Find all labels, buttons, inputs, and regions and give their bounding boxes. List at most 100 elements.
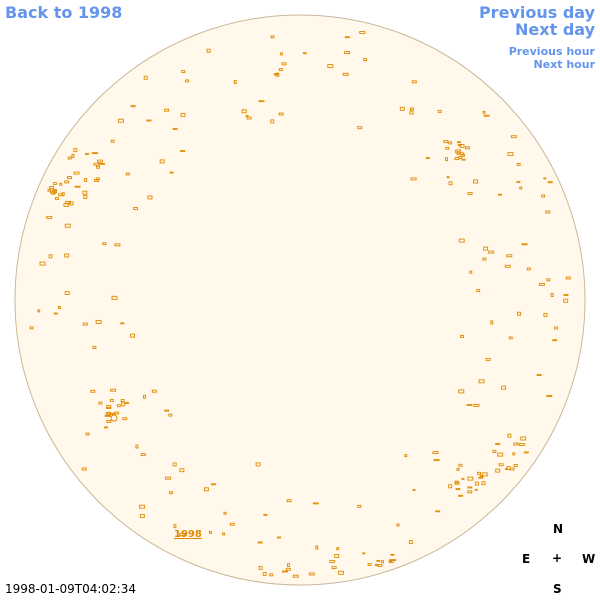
magnetic-feature-mark [104,426,108,429]
magnetic-feature-mark [168,413,173,417]
magnetic-feature-mark [357,504,362,508]
magnetic-feature-mark [270,35,275,39]
magnetic-feature-mark [173,524,177,529]
magnetic-feature-mark [516,180,521,183]
magnetic-feature-mark [443,140,449,144]
magnetic-feature-mark [490,320,494,325]
magnetic-feature-mark [97,159,103,163]
magnetic-feature-mark [208,530,212,534]
magnetic-feature-mark [474,481,479,486]
magnetic-feature-mark [140,453,146,457]
magnetic-feature-mark [110,139,115,143]
magnetic-feature-mark [483,114,490,117]
observation-timestamp: 1998-01-09T04:02:34 [5,582,136,596]
magnetic-feature-mark [179,532,186,536]
magnetic-feature-mark [410,177,417,181]
magnetic-feature-mark [545,210,551,214]
magnetic-feature-mark [410,107,414,111]
magnetic-feature-mark [269,573,274,577]
magnetic-feature-mark [357,126,363,130]
magnetic-feature-mark [520,436,527,441]
magnetic-feature-mark [277,536,281,539]
magnetic-feature-mark [263,513,268,516]
magnetic-feature-mark [359,31,366,34]
magnetic-feature-mark [408,540,413,545]
magnetic-feature-mark [458,463,463,467]
magnetic-feature-mark [46,215,53,219]
magnetic-feature-mark [121,402,126,407]
magnetic-feature-mark [457,141,461,144]
magnetic-feature-mark [106,420,112,423]
magnetic-feature-mark [257,541,263,544]
magnetic-feature-mark [467,476,474,481]
magnetic-feature-mark [278,112,284,116]
magnetic-feature-mark [336,547,340,551]
magnetic-feature-mark [459,152,464,156]
magnetic-feature-mark [477,471,481,475]
magnetic-feature-mark [327,64,334,68]
magnetic-feature-mark [106,404,112,409]
magnetic-feature-mark [146,119,152,122]
magnetic-feature-mark [481,472,488,477]
magnetic-features [29,31,571,578]
magnetic-feature-mark [98,401,103,405]
magnetic-feature-mark [553,326,558,330]
magnetic-feature-mark [164,108,170,112]
magnetic-feature-mark [210,483,216,486]
magnetic-feature-mark [381,560,385,564]
magnetic-feature-mark [185,79,190,83]
magnetic-feature-mark [82,322,88,326]
magnetic-feature-mark [255,462,261,467]
magnetic-feature-mark [74,185,81,188]
next-day-link[interactable]: Next day [515,20,595,39]
magnetic-feature-mark [478,379,485,384]
magnetic-feature-mark [446,176,450,179]
magnetic-feature-mark [476,289,481,293]
magnetic-feature-mark [547,181,553,184]
previous-day-link[interactable]: Previous day [478,3,595,22]
magnetic-feature-mark [49,189,56,194]
magnetic-feature-mark [498,463,504,467]
magnetic-feature-mark [454,480,459,485]
magnetic-feature-mark [492,449,497,453]
magnetic-feature-mark [501,385,507,390]
magnetic-feature-mark [81,467,87,471]
magnetic-feature-mark [543,312,548,317]
previous-hour-link[interactable]: Previous hour [508,45,595,58]
magnetic-feature-mark [83,194,88,199]
magnetic-feature-mark [457,144,462,146]
magnetic-feature-mark [412,489,416,492]
magnetic-feature-mark [90,389,96,393]
magnetic-feature-mark [222,532,225,536]
magnetic-feature-mark [64,253,70,258]
magnetic-feature-mark [172,127,178,130]
magnetic-feature-mark [565,276,571,280]
magnetic-feature-mark [139,504,146,509]
magnetic-feature-mark [458,238,465,243]
magnetic-feature-mark [435,510,441,513]
magnetic-feature-mark [404,454,408,458]
magnetic-feature-mark [130,333,136,338]
magnetic-feature-mark [82,190,88,195]
magnetic-feature-mark [458,494,464,497]
magnetic-feature-mark [315,545,319,550]
magnetic-feature-mark [459,334,464,338]
magnetic-feature-mark [37,309,41,313]
next-hour-link[interactable]: Next hour [533,58,596,71]
magnetic-feature-mark [282,570,288,573]
back-to-year-link[interactable]: Back to 1998 [5,3,123,22]
magnetic-feature-mark [53,312,58,315]
magnetic-feature-mark [513,464,518,467]
magnetic-feature-mark [109,398,114,402]
magnetic-feature-mark [63,203,69,207]
magnetic-feature-mark [49,185,55,189]
magnetic-feature-mark [481,481,486,486]
magnetic-feature-mark [461,477,465,480]
magnetic-feature-mark [506,466,511,470]
magnetic-feature-mark [488,250,495,254]
magnetic-feature-mark [508,336,513,340]
disk-year-link[interactable]: 1998 [174,529,202,540]
magnetic-feature-mark [92,345,97,349]
magnetic-feature-mark [111,295,118,300]
magnetic-feature-mark [99,162,105,165]
